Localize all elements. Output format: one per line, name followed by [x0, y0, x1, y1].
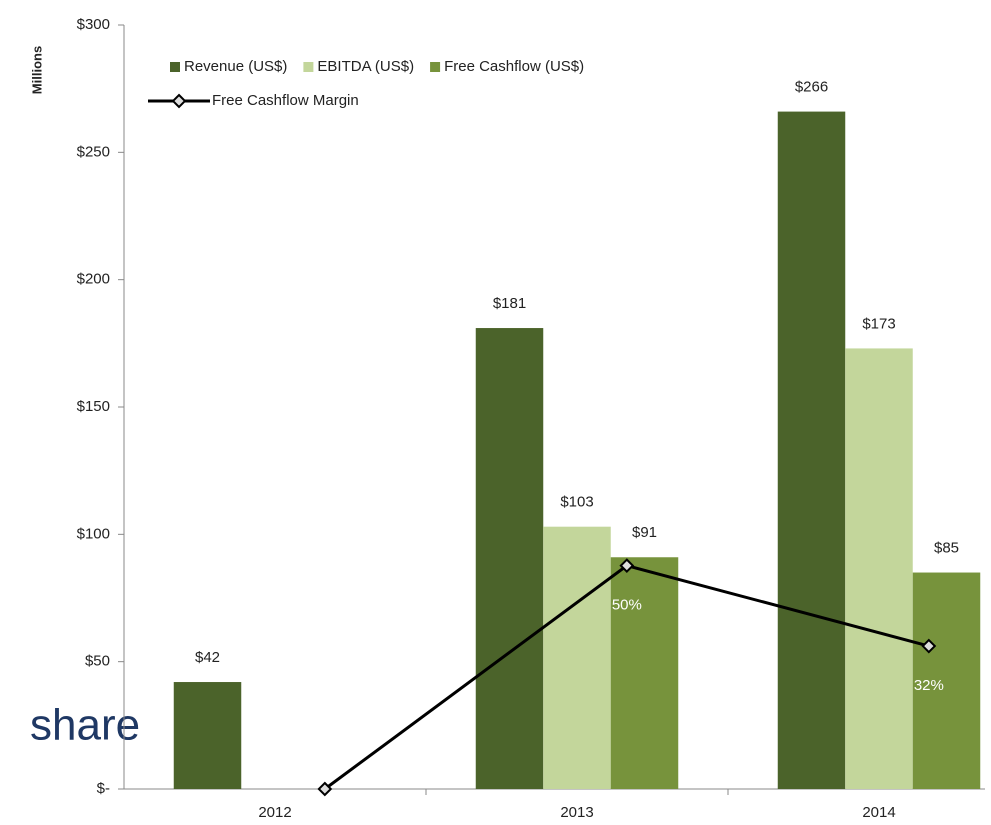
line-marker	[921, 638, 937, 654]
bar	[777, 111, 846, 789]
bar-label: $173	[862, 315, 895, 332]
y-axis-label: Millions	[29, 46, 44, 94]
line-marker	[317, 781, 333, 797]
x-tick-label: 2012	[258, 804, 291, 821]
bar-label: $42	[195, 649, 220, 666]
bar-label: $103	[560, 494, 593, 511]
x-tick-label: 2014	[862, 804, 895, 821]
bar-label: $266	[795, 79, 828, 96]
legend-label: EBITDA (US$)	[317, 58, 414, 75]
legend-swatch	[170, 62, 180, 72]
y-tick-label: $300	[77, 16, 110, 33]
legend-swatch	[303, 62, 314, 72]
bar	[610, 557, 679, 789]
line-label: 32%	[914, 677, 944, 694]
bar-label: $91	[632, 524, 657, 541]
legend-label: Free Cashflow Margin	[212, 92, 359, 109]
legend-marker	[171, 93, 187, 109]
bar	[173, 682, 242, 789]
y-tick-label: $50	[85, 653, 110, 670]
y-tick-label: $150	[77, 398, 110, 415]
y-tick-label: $200	[77, 271, 110, 288]
y-tick-label: $250	[77, 143, 110, 160]
line-marker	[619, 558, 635, 574]
x-tick-label: 2013	[560, 804, 593, 821]
bar	[475, 328, 544, 789]
legend-label: Free Cashflow (US$)	[444, 58, 584, 75]
line-label: 50%	[612, 597, 642, 614]
legend-label: Revenue (US$)	[184, 58, 287, 75]
bar-label: $181	[493, 295, 526, 312]
bar-label: $85	[934, 540, 959, 557]
annotation: share	[30, 701, 140, 750]
bar	[845, 348, 913, 789]
bar	[912, 572, 981, 789]
y-tick-label: $-	[97, 780, 110, 797]
bar	[543, 526, 611, 789]
y-tick-label: $100	[77, 525, 110, 542]
legend-swatch	[430, 62, 441, 72]
